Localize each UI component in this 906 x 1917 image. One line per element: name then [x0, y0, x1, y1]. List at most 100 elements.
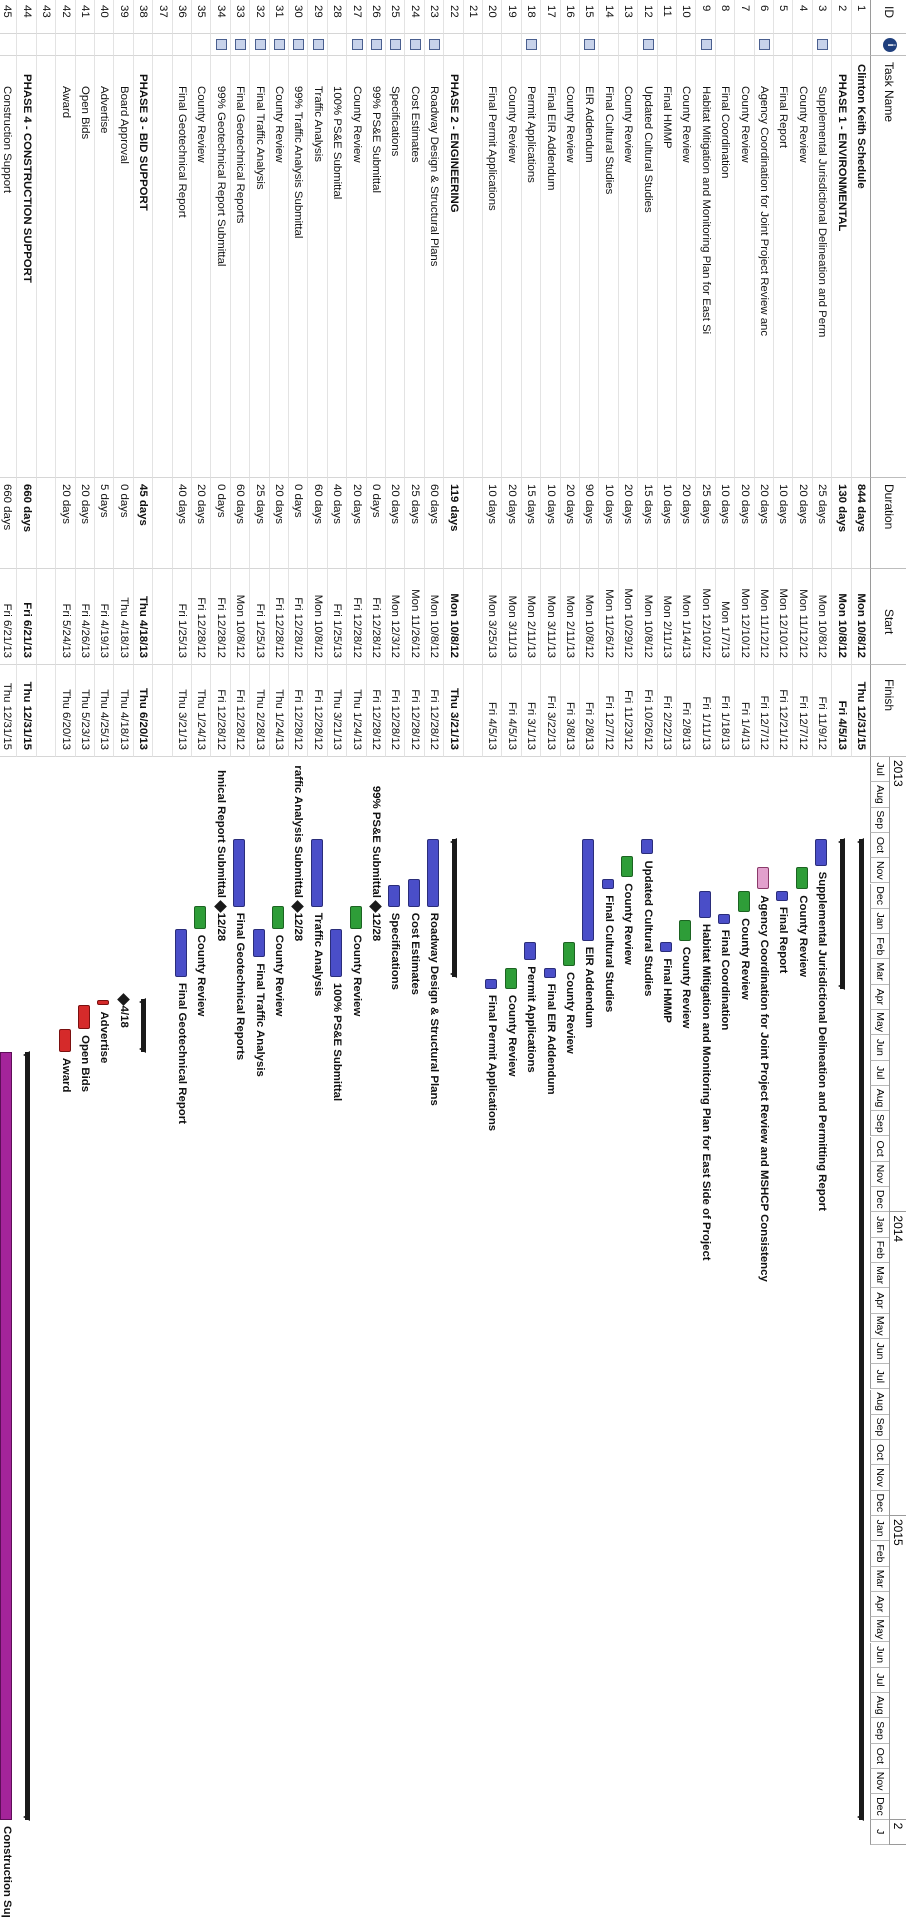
gantt-bar-label: Final Report — [776, 907, 789, 973]
review-bar[interactable] — [505, 968, 517, 989]
milestone-diamond[interactable] — [214, 900, 227, 913]
col-info-header[interactable]: i — [870, 34, 906, 56]
info-icon: i — [883, 38, 897, 52]
task-id: 7 — [734, 0, 753, 34]
task-indicator — [16, 34, 35, 56]
task-indicator — [831, 34, 850, 56]
task-bar[interactable] — [602, 879, 614, 889]
task-finish — [463, 665, 482, 757]
bid-bar[interactable] — [59, 1029, 71, 1052]
notes-icon[interactable] — [410, 39, 421, 50]
task-bar[interactable] — [524, 942, 536, 960]
col-name-header[interactable]: Task Name — [870, 56, 906, 478]
task-duration: 20 days — [75, 478, 94, 569]
gantt-bar-label: Advertise — [97, 1011, 110, 1063]
notes-icon[interactable] — [216, 39, 227, 50]
task-id: 10 — [676, 0, 695, 34]
task-bar[interactable] — [582, 839, 594, 941]
review-bar[interactable] — [796, 867, 808, 889]
notes-icon[interactable] — [293, 39, 304, 50]
timescale-month: Jan — [870, 1212, 889, 1237]
bid-bar[interactable] — [97, 1000, 109, 1006]
notes-icon[interactable] — [584, 39, 595, 50]
summary-bar — [859, 839, 864, 1820]
notes-icon[interactable] — [429, 39, 440, 50]
review-bar[interactable] — [194, 906, 206, 929]
notes-icon[interactable] — [255, 39, 266, 50]
task-bar[interactable] — [544, 968, 556, 978]
review-bar[interactable] — [738, 891, 750, 912]
notes-icon[interactable] — [701, 39, 712, 50]
task-start: Mon 12/10/12 — [695, 569, 714, 665]
task-id: 35 — [191, 0, 210, 34]
timescale-month: Feb — [870, 934, 889, 959]
notes-icon[interactable] — [371, 39, 382, 50]
review-bar[interactable] — [350, 906, 362, 929]
review-bar[interactable] — [621, 856, 633, 877]
task-bar[interactable] — [311, 839, 323, 907]
notes-icon[interactable] — [643, 39, 654, 50]
gantt-bar-label: 12/28 — [369, 913, 382, 942]
task-name: PHASE 1 - ENVIRONMENTAL — [831, 56, 850, 478]
task-finish: Fri 3/22/13 — [540, 665, 559, 757]
notes-icon[interactable] — [390, 39, 401, 50]
gantt-left-label: hnical Report Submittal — [214, 770, 227, 898]
task-bar[interactable] — [408, 879, 420, 907]
task-name: County Review — [734, 56, 753, 478]
construction-bar[interactable] — [0, 1052, 12, 1820]
task-start: Fri 1/25/13 — [327, 569, 346, 665]
notes-icon[interactable] — [526, 39, 537, 50]
notes-icon[interactable] — [759, 39, 770, 50]
notes-icon[interactable] — [313, 39, 324, 50]
task-bar[interactable] — [233, 839, 245, 907]
task-bar[interactable] — [175, 929, 187, 977]
milestone-diamond[interactable] — [292, 900, 305, 913]
task-id: 33 — [230, 0, 249, 34]
bid-bar[interactable] — [78, 1005, 90, 1029]
col-start-header[interactable]: Start — [870, 569, 906, 665]
task-bar[interactable] — [330, 929, 342, 977]
task-id: 1 — [851, 0, 870, 34]
task-bar[interactable] — [253, 929, 265, 958]
task-bar[interactable] — [427, 839, 439, 907]
timescale-month: Mar — [870, 1567, 889, 1592]
task-bar[interactable] — [641, 839, 653, 855]
notes-icon[interactable] — [235, 39, 246, 50]
notes-icon[interactable] — [817, 39, 828, 50]
timescale-month: Apr — [870, 1592, 889, 1617]
task-indicator — [249, 34, 268, 56]
task-id: 6 — [754, 0, 773, 34]
col-duration-header[interactable]: Duration — [870, 478, 906, 569]
task-bar[interactable] — [388, 885, 400, 907]
review-bar[interactable] — [272, 906, 284, 929]
task-name: Final Report — [773, 56, 792, 478]
milestone-diamond[interactable] — [117, 993, 130, 1006]
task-bar[interactable] — [660, 942, 672, 952]
task-indicator — [657, 34, 676, 56]
milestone-diamond[interactable] — [369, 900, 382, 913]
task-indicator — [540, 34, 559, 56]
task-bar[interactable] — [757, 867, 769, 889]
task-duration: 20 days — [754, 478, 773, 569]
review-bar[interactable] — [563, 942, 575, 966]
task-bar[interactable] — [815, 839, 827, 866]
task-start: Mon 10/8/12 — [443, 569, 462, 665]
task-id: 29 — [307, 0, 326, 34]
task-bar[interactable] — [699, 891, 711, 918]
col-id-header[interactable]: ID — [870, 0, 906, 34]
task-name: Clinton Keith Schedule — [851, 56, 870, 478]
notes-icon[interactable] — [352, 39, 363, 50]
task-indicator — [0, 34, 16, 56]
col-finish-header[interactable]: Finish — [870, 665, 906, 757]
task-bar[interactable] — [485, 979, 497, 989]
task-bar[interactable] — [718, 914, 730, 924]
task-indicator — [307, 34, 326, 56]
task-bar[interactable] — [776, 891, 788, 901]
task-id: 5 — [773, 0, 792, 34]
notes-icon[interactable] — [274, 39, 285, 50]
task-start: Fri 1/25/13 — [249, 569, 268, 665]
timescale-year: 2 — [889, 1820, 906, 1845]
task-start: Mon 11/12/12 — [754, 569, 773, 665]
review-bar[interactable] — [679, 920, 691, 941]
task-duration: 20 days — [618, 478, 637, 569]
